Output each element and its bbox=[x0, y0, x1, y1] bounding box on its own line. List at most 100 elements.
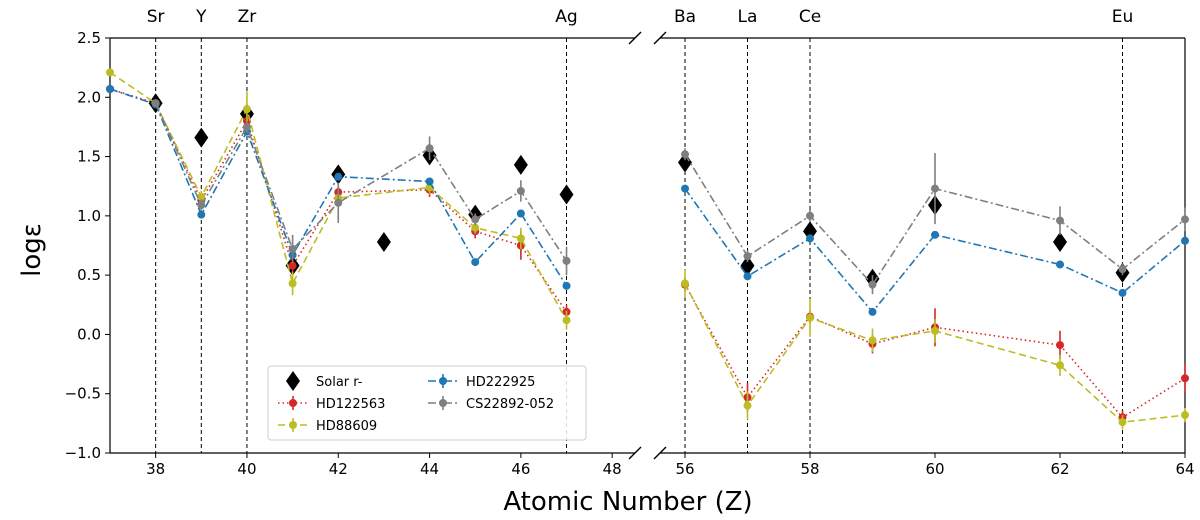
series-line bbox=[154, 102, 568, 262]
data-point bbox=[197, 192, 206, 201]
y-tick-label: 1.5 bbox=[77, 148, 101, 166]
series-line bbox=[110, 88, 568, 287]
x-tick-label: 40 bbox=[237, 460, 256, 478]
data-point bbox=[1118, 288, 1127, 297]
data-point bbox=[868, 336, 877, 345]
x-tick-label: 38 bbox=[146, 460, 165, 478]
data-point bbox=[334, 198, 343, 207]
y-tick-label: 0.5 bbox=[77, 266, 101, 284]
data-point bbox=[562, 256, 571, 265]
legend-entry-hd88609: HD88609 bbox=[278, 418, 377, 434]
data-point bbox=[1118, 265, 1127, 274]
data-point bbox=[806, 234, 814, 243]
axis-break-mark bbox=[653, 31, 667, 45]
data-point bbox=[562, 316, 571, 325]
series-line bbox=[684, 284, 1185, 419]
x-tick-label: 62 bbox=[1050, 460, 1069, 478]
element-label-eu: Eu bbox=[1112, 7, 1134, 27]
legend-label: CS22892-052 bbox=[466, 397, 554, 412]
data-point bbox=[1056, 260, 1064, 269]
series-line bbox=[110, 88, 568, 313]
data-point bbox=[471, 258, 480, 267]
series-line bbox=[684, 283, 1185, 424]
series-line bbox=[684, 188, 1185, 314]
series-line bbox=[684, 153, 1185, 286]
data-series bbox=[106, 68, 1189, 430]
data-point bbox=[1181, 411, 1189, 420]
data-point bbox=[334, 172, 343, 181]
data-point bbox=[681, 150, 689, 159]
element-label-zr: Zr bbox=[238, 7, 257, 27]
y-tick-label: −1.0 bbox=[65, 444, 101, 462]
data-point bbox=[1181, 236, 1189, 245]
data-point bbox=[106, 84, 114, 93]
data-point bbox=[806, 313, 814, 322]
legend-marker bbox=[439, 377, 447, 385]
data-point bbox=[803, 221, 817, 242]
legend-box bbox=[267, 365, 587, 441]
x-tick-label: 42 bbox=[329, 460, 348, 478]
x-tick-label: 48 bbox=[603, 460, 622, 478]
data-point bbox=[559, 184, 574, 205]
legend-marker bbox=[289, 421, 297, 429]
data-point bbox=[931, 326, 939, 335]
legend-label: HD222925 bbox=[466, 375, 535, 390]
data-point bbox=[288, 245, 297, 254]
x-axis-label: Atomic Number (Z) bbox=[503, 487, 752, 517]
y-tick-label: 1.0 bbox=[77, 207, 101, 225]
x-tick-label: 46 bbox=[511, 460, 530, 478]
data-point bbox=[376, 231, 391, 252]
legend: Solar r- HD122563 HD88609 HD222925 CS22892-0… bbox=[267, 365, 587, 441]
y-tick-label: −0.5 bbox=[65, 385, 101, 403]
data-point bbox=[471, 223, 480, 232]
axis-break-mark bbox=[628, 31, 642, 45]
data-point bbox=[288, 279, 297, 288]
data-point bbox=[1181, 374, 1189, 383]
data-point bbox=[1056, 216, 1064, 225]
data-point bbox=[516, 186, 525, 195]
x-tick-label: 58 bbox=[800, 460, 819, 478]
data-point bbox=[151, 99, 160, 108]
element-label-ag: Ag bbox=[555, 7, 577, 27]
data-point bbox=[513, 154, 528, 175]
axis-break-mark bbox=[628, 446, 642, 460]
y-tick-label: 2.0 bbox=[77, 88, 101, 106]
x-tick-label: 64 bbox=[1175, 460, 1194, 478]
data-point bbox=[1181, 215, 1189, 224]
x-tick-label: 56 bbox=[675, 460, 694, 478]
data-point bbox=[516, 234, 525, 243]
data-point bbox=[242, 122, 251, 131]
data-point bbox=[194, 127, 209, 148]
legend-marker bbox=[286, 371, 300, 391]
data-point bbox=[931, 184, 939, 193]
legend-label: Solar r- bbox=[316, 375, 363, 390]
y-tick-label: 2.5 bbox=[77, 29, 101, 47]
x-tick-label: 60 bbox=[925, 460, 944, 478]
element-label-ba: Ba bbox=[674, 7, 696, 27]
data-point bbox=[197, 201, 206, 210]
legend-marker bbox=[439, 399, 447, 407]
element-label-sr: Sr bbox=[147, 7, 165, 27]
series-cs22892-052 bbox=[151, 99, 1189, 295]
series-hd88609 bbox=[106, 68, 1189, 430]
data-point bbox=[806, 211, 814, 220]
data-point bbox=[425, 144, 434, 153]
legend-entry-solar-r: Solar r- bbox=[286, 371, 363, 391]
data-point bbox=[288, 261, 297, 270]
data-point bbox=[1118, 418, 1127, 427]
data-point bbox=[931, 230, 939, 239]
data-point bbox=[743, 272, 752, 281]
axis-break-mark bbox=[653, 446, 667, 460]
legend-marker bbox=[289, 399, 297, 407]
legend-label: HD122563 bbox=[316, 397, 385, 412]
data-point bbox=[868, 307, 877, 316]
element-label-ce: Ce bbox=[799, 7, 821, 27]
data-point bbox=[1053, 231, 1067, 252]
element-label-y: Y bbox=[195, 7, 207, 27]
y-tick-label: 0.0 bbox=[77, 325, 101, 343]
data-point bbox=[681, 279, 689, 288]
y-axis-label: logε bbox=[17, 223, 47, 277]
data-point bbox=[562, 281, 571, 290]
series-line bbox=[110, 71, 568, 321]
